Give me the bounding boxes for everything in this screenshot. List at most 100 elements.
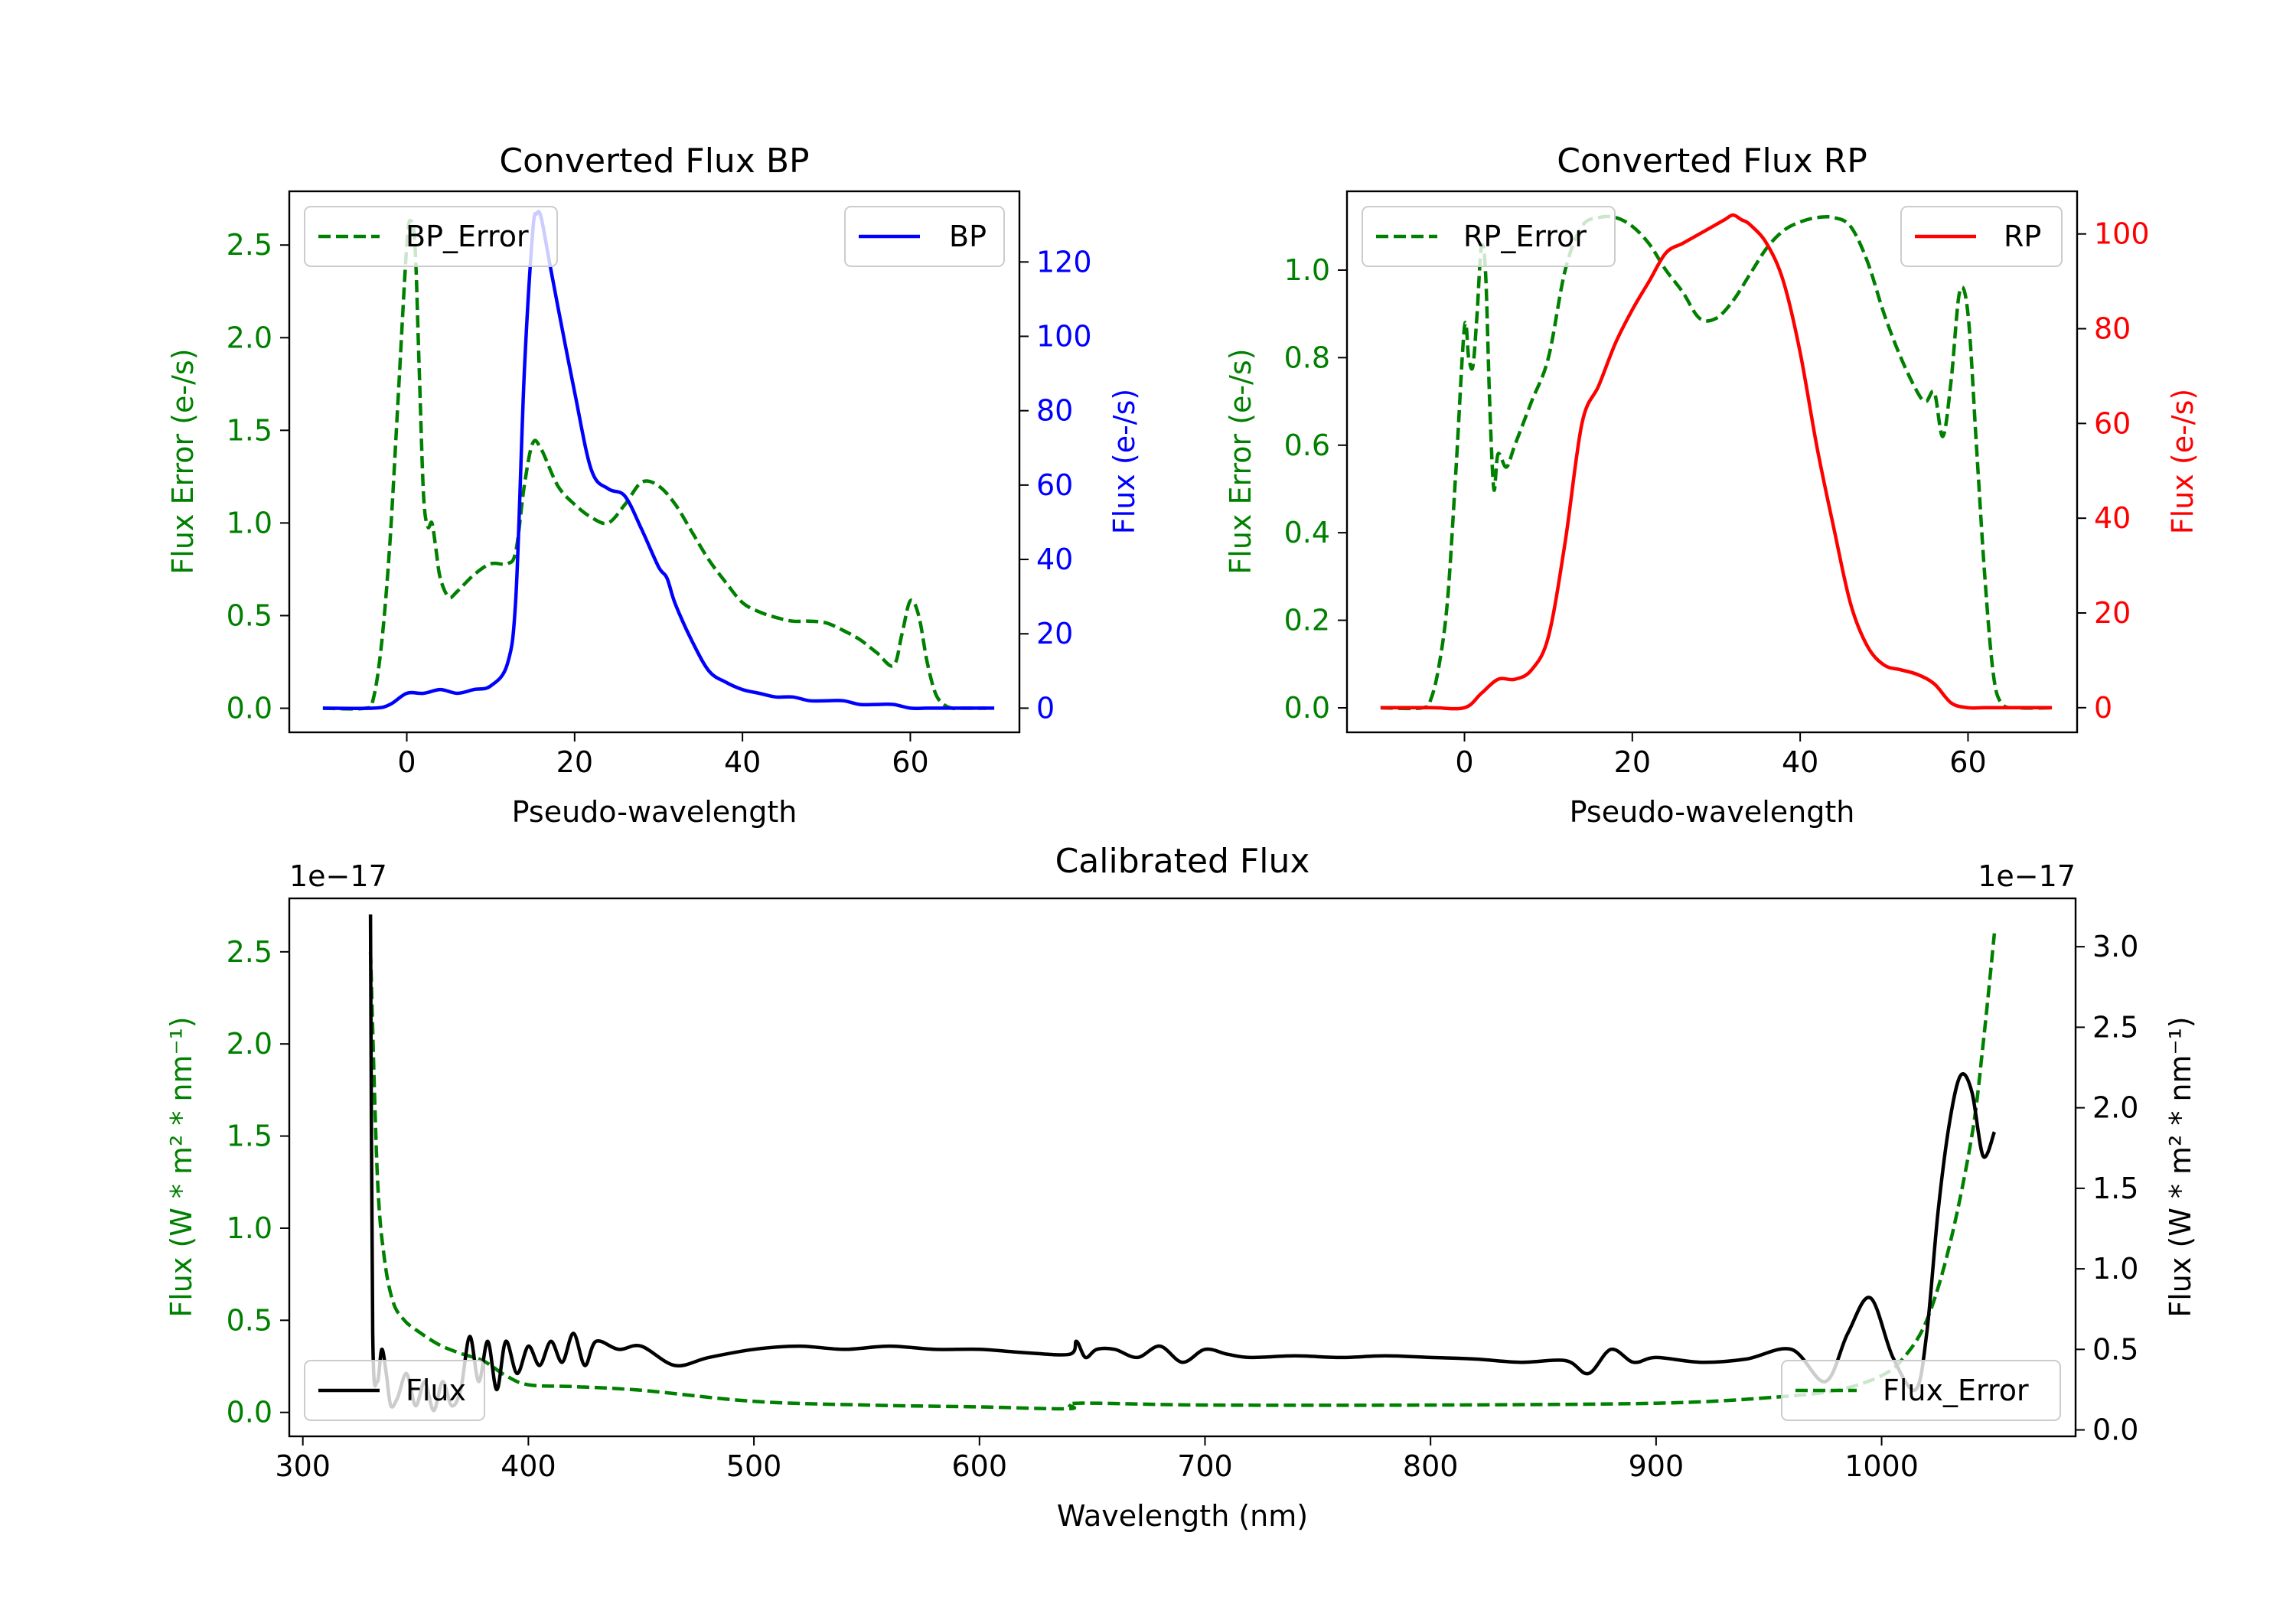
legend-label-bp-error: BP_Error <box>406 220 529 253</box>
y-right-tick-label: 80 <box>2094 312 2131 346</box>
x-tick-label: 20 <box>1614 745 1651 779</box>
series-line-rp-error <box>1380 214 2053 711</box>
y-right-tick-label: 40 <box>1036 543 1073 576</box>
series-line-bp-error <box>322 218 987 711</box>
chart-cal-ylabel-right: Flux (W * m² * nm⁻¹) <box>2164 1016 2197 1317</box>
x-tick-label: 0 <box>1455 745 1473 779</box>
chart-cal-legend-right: Flux_Error <box>1781 1360 2061 1421</box>
chart-rp-xlabel: Pseudo-wavelength <box>1570 795 1855 829</box>
legend-box <box>1362 206 1616 267</box>
y-right-tick-label: 0 <box>1036 691 1055 725</box>
y-right-tick-label: 2.5 <box>2092 1010 2138 1044</box>
y-left-tick-label: 1.5 <box>227 413 272 447</box>
chart-cal-frame <box>288 897 2077 1438</box>
y-left-tick-label: 0.4 <box>1284 516 1330 549</box>
chart-bp-ylabel-left: Flux Error (e-/s) <box>166 348 200 574</box>
chart-bp-legend-left: BP_Error <box>304 206 558 267</box>
x-tick-label: 300 <box>275 1449 331 1483</box>
y-right-tick-label: 0.0 <box>2092 1413 2138 1447</box>
x-tick-label: 20 <box>556 745 593 779</box>
y-right-tick-label: 3.0 <box>2092 930 2138 963</box>
y-left-tick-label: 0.5 <box>227 1303 272 1337</box>
legend-box <box>844 206 1005 267</box>
x-tick-label: 600 <box>952 1449 1008 1483</box>
y-left-tick-label: 2.5 <box>227 935 272 969</box>
legend-box <box>304 1360 485 1421</box>
chart-bp-xlabel: Pseudo-wavelength <box>512 795 797 829</box>
y-left-tick-label: 1.0 <box>1284 253 1330 287</box>
y-right-tick-label: 0 <box>2094 691 2112 725</box>
chart-rp-ylabel-right: Flux (e-/s) <box>2166 389 2200 534</box>
series-line-flux-error <box>368 933 1997 1411</box>
x-tick-label: 0 <box>397 745 416 779</box>
y-right-tick-label: 2.0 <box>2092 1091 2138 1125</box>
y-left-tick-label: 0.6 <box>1284 429 1330 462</box>
chart-bp-legend-right: BP <box>844 206 1005 267</box>
x-tick-label: 500 <box>726 1449 782 1483</box>
x-tick-label: 800 <box>1403 1449 1459 1483</box>
chart-calibrated: Calibrated Flux 1e−17 1e−17 300 400 500 600… <box>165 842 2197 1533</box>
x-tick-label: 1000 <box>1844 1449 1919 1483</box>
chart-cal-xlabel: Wavelength (nm) <box>1057 1499 1308 1533</box>
chart-cal-offset-right: 1e−17 <box>1978 859 2076 893</box>
y-right-tick-label: 1.0 <box>2092 1252 2138 1286</box>
y-right-tick-label: 60 <box>1036 468 1073 502</box>
y-right-tick-label: 0.5 <box>2092 1332 2138 1366</box>
x-tick-label: 40 <box>1782 745 1818 779</box>
chart-bp-frame <box>288 190 1021 734</box>
y-right-tick-label: 20 <box>2094 596 2131 630</box>
chart-rp-title: Converted Flux RP <box>1557 142 1867 181</box>
chart-bp-ticks: 0 20 40 60 0.0 0.5 1.0 1.5 2.0 2.5 0 20 40 60 80 100 120 <box>227 228 1092 779</box>
chart-cal-offset-left: 1e−17 <box>289 859 387 893</box>
y-left-tick-label: 2.0 <box>227 321 272 354</box>
y-right-tick-label: 1.5 <box>2092 1172 2138 1205</box>
x-tick-label: 40 <box>724 745 761 779</box>
chart-cal-ylabel-left: Flux (W * m² * nm⁻¹) <box>165 1016 198 1317</box>
chart-rp-legend-right: RP <box>1900 206 2063 267</box>
series-line-rp <box>1380 213 2053 711</box>
x-tick-label: 900 <box>1629 1449 1684 1483</box>
y-left-tick-label: 0.5 <box>227 598 272 632</box>
y-right-tick-label: 120 <box>1036 245 1092 279</box>
chart-bp-title: Converted Flux BP <box>499 142 809 181</box>
chart-rp-ticks: 0 20 40 60 0.0 0.2 0.4 0.6 0.8 1.0 0 20 40 60 80 100 <box>1284 217 2150 779</box>
y-left-tick-label: 0.0 <box>227 1396 272 1429</box>
legend-box <box>1900 206 2063 267</box>
legend-label-bp: BP <box>949 220 987 253</box>
x-tick-label: 400 <box>501 1449 556 1483</box>
y-left-tick-label: 0.2 <box>1284 604 1330 637</box>
chart-rp: Converted Flux RP 0 20 40 60 0.0 0.2 0.4 0.6 0.8… <box>1224 142 2200 829</box>
x-tick-label: 60 <box>1949 745 1986 779</box>
legend-box <box>1781 1360 2061 1421</box>
y-left-tick-label: 0.0 <box>1284 691 1330 725</box>
y-left-tick-label: 2.5 <box>227 228 272 262</box>
y-right-tick-label: 60 <box>2094 406 2131 440</box>
y-left-tick-label: 2.0 <box>227 1027 272 1061</box>
y-left-tick-label: 1.0 <box>227 1211 272 1245</box>
chart-bp-ylabel-right: Flux (e-/s) <box>1107 389 1141 534</box>
chart-cal-legend-left: Flux <box>304 1360 485 1421</box>
chart-rp-frame <box>1345 190 2079 734</box>
chart-bp-lines <box>322 210 995 711</box>
legend-box <box>304 206 558 267</box>
legend-label-flux: Flux <box>406 1374 466 1407</box>
legend-label-rp: RP <box>2004 220 2041 253</box>
x-tick-label: 700 <box>1177 1449 1233 1483</box>
chart-rp-legend-left: RP_Error <box>1362 206 1616 267</box>
chart-rp-lines <box>1380 213 2053 711</box>
y-right-tick-label: 80 <box>1036 394 1073 428</box>
y-right-tick-label: 20 <box>1036 617 1073 650</box>
x-tick-label: 60 <box>892 745 928 779</box>
series-line-bp <box>322 210 995 711</box>
series-line-flux <box>368 914 1997 1413</box>
chart-bp: Converted Flux BP 0 20 40 60 0.0 0.5 1.0 1.5 2.0… <box>166 142 1141 829</box>
y-left-tick-label: 0.0 <box>227 692 272 725</box>
y-right-tick-label: 100 <box>2094 217 2150 251</box>
chart-rp-ylabel-left: Flux Error (e-/s) <box>1224 348 1257 574</box>
legend-label-rp-error: RP_Error <box>1463 220 1587 253</box>
y-left-tick-label: 1.0 <box>227 506 272 539</box>
legend-label-flux-error: Flux_Error <box>1883 1374 2029 1407</box>
chart-cal-lines <box>368 914 1997 1413</box>
y-left-tick-label: 1.5 <box>227 1120 272 1153</box>
